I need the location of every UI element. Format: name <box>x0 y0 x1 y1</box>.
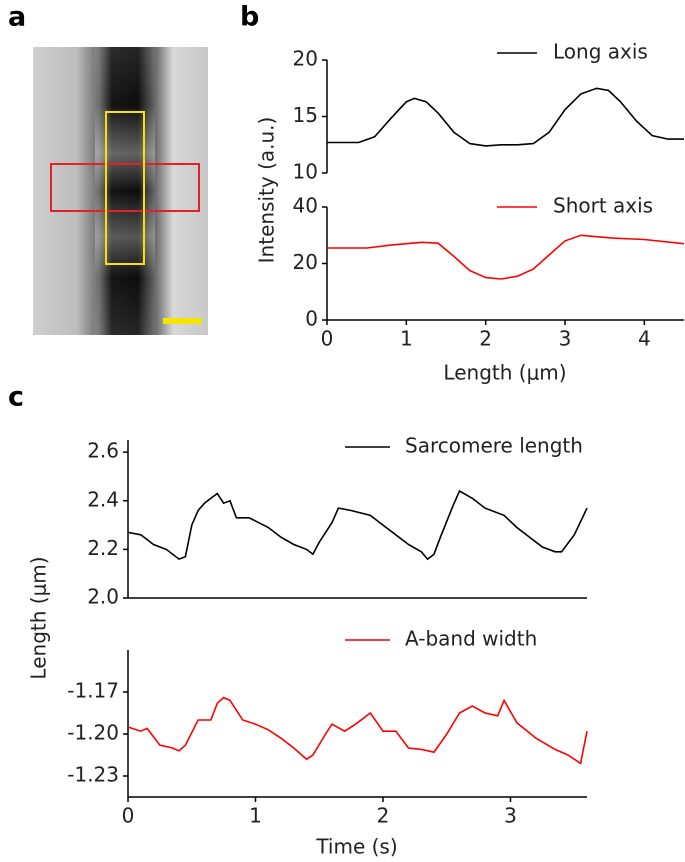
y-tick-label: 15 <box>293 103 318 127</box>
y-axis-label: Intensity (a.u.) <box>255 117 279 264</box>
data-line <box>127 696 588 765</box>
x-tick-label: 3 <box>504 804 517 828</box>
x-tick-label: 3 <box>559 327 572 351</box>
x-tick-label: 2 <box>377 804 390 828</box>
roi-long <box>105 111 145 265</box>
y-tick-label: -1.23 <box>67 763 119 787</box>
data-line <box>327 234 685 280</box>
y-axis-label: Length (μm) <box>27 556 51 679</box>
data-line <box>127 489 588 561</box>
panel-label: c <box>8 382 24 413</box>
y-tick-label: 10 <box>293 160 318 184</box>
x-tick-label: 0 <box>321 327 334 351</box>
x-tick-label: 1 <box>249 804 262 828</box>
y-tick-label: 2.0 <box>87 585 119 609</box>
y-tick-label: 40 <box>293 194 318 218</box>
y-tick-label: 20 <box>293 47 318 71</box>
micrograph <box>33 47 208 335</box>
roi-short <box>50 163 200 212</box>
y-tick-label: 20 <box>293 250 318 274</box>
y-tick-label: 2.2 <box>87 536 119 560</box>
panel-label: b <box>240 2 259 33</box>
x-axis-label: Length (μm) <box>443 361 566 385</box>
x-axis-label: Time (s) <box>315 835 397 859</box>
x-tick-label: 2 <box>479 327 492 351</box>
x-tick-label: 4 <box>638 327 651 351</box>
legend-label: Short axis <box>553 194 653 218</box>
legend-label: Sarcomere length <box>405 434 583 458</box>
data-line <box>327 87 684 147</box>
legend-label: Long axis <box>553 40 648 64</box>
y-tick-label: -1.20 <box>67 721 119 745</box>
legend-label: A-band width <box>405 627 537 651</box>
x-tick-label: 1 <box>400 327 413 351</box>
panel-label: a <box>8 2 26 33</box>
y-tick-label: -1.17 <box>67 679 119 703</box>
x-tick-label: 0 <box>122 804 135 828</box>
y-tick-label: 2.6 <box>87 439 119 463</box>
y-tick-label: 0 <box>305 307 318 331</box>
scale-bar <box>163 318 202 324</box>
y-tick-label: 2.4 <box>87 487 119 511</box>
